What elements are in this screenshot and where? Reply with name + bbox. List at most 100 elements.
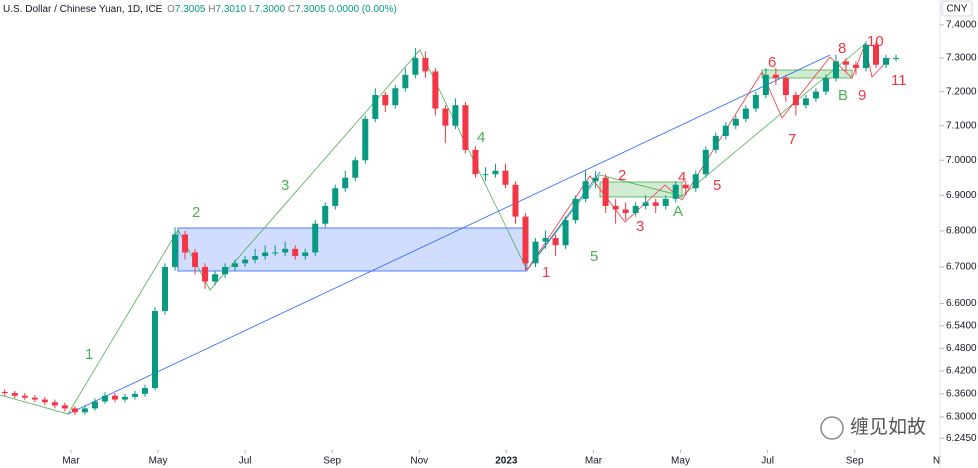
x-tick-label: Nov <box>410 456 428 467</box>
candle-body <box>572 198 579 221</box>
candle-body <box>893 58 900 60</box>
candle-body <box>722 125 729 137</box>
candle-body <box>101 395 108 402</box>
y-tick-label: 6.3000 <box>946 412 977 423</box>
watermark: 缠见如故 <box>820 416 926 440</box>
wave-label: 7 <box>788 131 796 148</box>
candle-body <box>91 401 98 409</box>
y-tick-label: 7.2000 <box>946 86 977 97</box>
y-tick-label: 7.1000 <box>946 120 977 131</box>
wave-label: 1 <box>85 346 93 363</box>
x-tick-label: Mar <box>62 456 80 467</box>
candle-body <box>642 202 649 206</box>
candle-body <box>462 105 469 150</box>
watermark-icon <box>820 416 844 440</box>
candle-body <box>652 202 659 206</box>
header: U.S. Dollar / Chinese Yuan, 1D, ICE O7.3… <box>3 4 397 15</box>
candle-body <box>242 259 249 264</box>
wave-label: 3 <box>636 218 644 235</box>
candle-body <box>472 149 479 175</box>
candle-body <box>282 248 289 253</box>
candle-body <box>11 393 18 396</box>
candle-body <box>452 105 459 126</box>
y-tick-label: 6.7000 <box>946 262 977 273</box>
x-tick-label: Mar <box>585 456 603 467</box>
candle-body <box>732 118 739 126</box>
x-tick-label: Jul <box>761 456 774 467</box>
candle-body <box>852 64 859 69</box>
wave-label: B <box>838 87 848 104</box>
wave-label: 1 <box>542 264 550 281</box>
candle-body <box>752 95 759 109</box>
candle-body <box>352 160 359 178</box>
candle-body <box>342 177 349 189</box>
candle-body <box>692 174 699 189</box>
candle-body <box>71 408 78 413</box>
x-tick-label: 2023 <box>495 456 518 467</box>
candle-body <box>432 71 439 109</box>
ohlc-key: O <box>167 4 175 15</box>
candle-body <box>131 393 138 397</box>
y-tick-label: 7.0000 <box>946 155 977 166</box>
candle-body <box>602 177 609 206</box>
y-tick-label: 6.2450 <box>946 433 977 444</box>
candle-body <box>632 205 639 214</box>
ohlc-key: H <box>208 4 215 15</box>
candle-body <box>592 177 599 182</box>
wave-label: 9 <box>858 87 866 104</box>
candle-body <box>192 252 199 267</box>
candle-body <box>532 241 539 264</box>
candle-body <box>182 234 189 253</box>
candle-body <box>522 216 529 264</box>
candle-body <box>883 58 890 65</box>
candle-body <box>542 238 549 242</box>
y-tick-label: 6.3600 <box>946 388 977 399</box>
price-axis <box>940 0 978 468</box>
x-tick-label: Sep <box>846 456 864 467</box>
x-tick-label: May <box>671 456 690 467</box>
candle-body <box>202 266 209 282</box>
candle-body <box>272 252 279 254</box>
symbol: U.S. Dollar / Chinese Yuan, 1D, ICE <box>3 4 163 15</box>
wave-label: A <box>673 203 683 220</box>
y-tick-label: 6.4800 <box>946 343 977 354</box>
wave-line <box>0 43 866 415</box>
candle-body <box>292 248 299 257</box>
candle-body <box>862 44 869 69</box>
candle-body <box>51 402 58 406</box>
candle-body <box>322 205 329 224</box>
candle-body <box>392 88 399 106</box>
candle-body <box>212 274 219 282</box>
range-box <box>761 69 853 79</box>
y-tick-label: 6.4200 <box>946 366 977 377</box>
wave-label: 11 <box>891 72 907 89</box>
candle-body <box>61 405 68 409</box>
y-tick-label: 6.8000 <box>946 226 977 237</box>
ohlc-value: 7.3000 <box>254 4 285 15</box>
candle-body <box>762 74 769 96</box>
wave-label: 5 <box>713 177 721 194</box>
candle-body <box>111 395 118 400</box>
wave-label: 4 <box>477 129 485 146</box>
candle-body <box>552 238 559 246</box>
candle-body <box>842 61 849 65</box>
candle-body <box>151 310 158 389</box>
candle-body <box>422 58 429 72</box>
candle-body <box>612 205 619 210</box>
wave-label: 6 <box>768 54 776 71</box>
wave-label: 2 <box>618 167 626 184</box>
candles: MarMayJulSepNov2023MarMayJulSepNov <box>1 41 951 467</box>
x-tick-label: Jul <box>239 456 252 467</box>
candle-body <box>222 266 229 275</box>
candle-body <box>702 149 709 175</box>
y-tick-label: 6.6000 <box>946 298 977 309</box>
candle-body <box>492 170 499 175</box>
candle-body <box>402 74 409 89</box>
candle-body <box>482 174 489 176</box>
ohlc-value: 7.3005 <box>175 4 206 15</box>
y-tick-label: 7.3000 <box>946 53 977 64</box>
candle-body <box>262 252 269 257</box>
watermark-text: 缠见如故 <box>850 416 926 438</box>
candle-body <box>121 396 128 400</box>
